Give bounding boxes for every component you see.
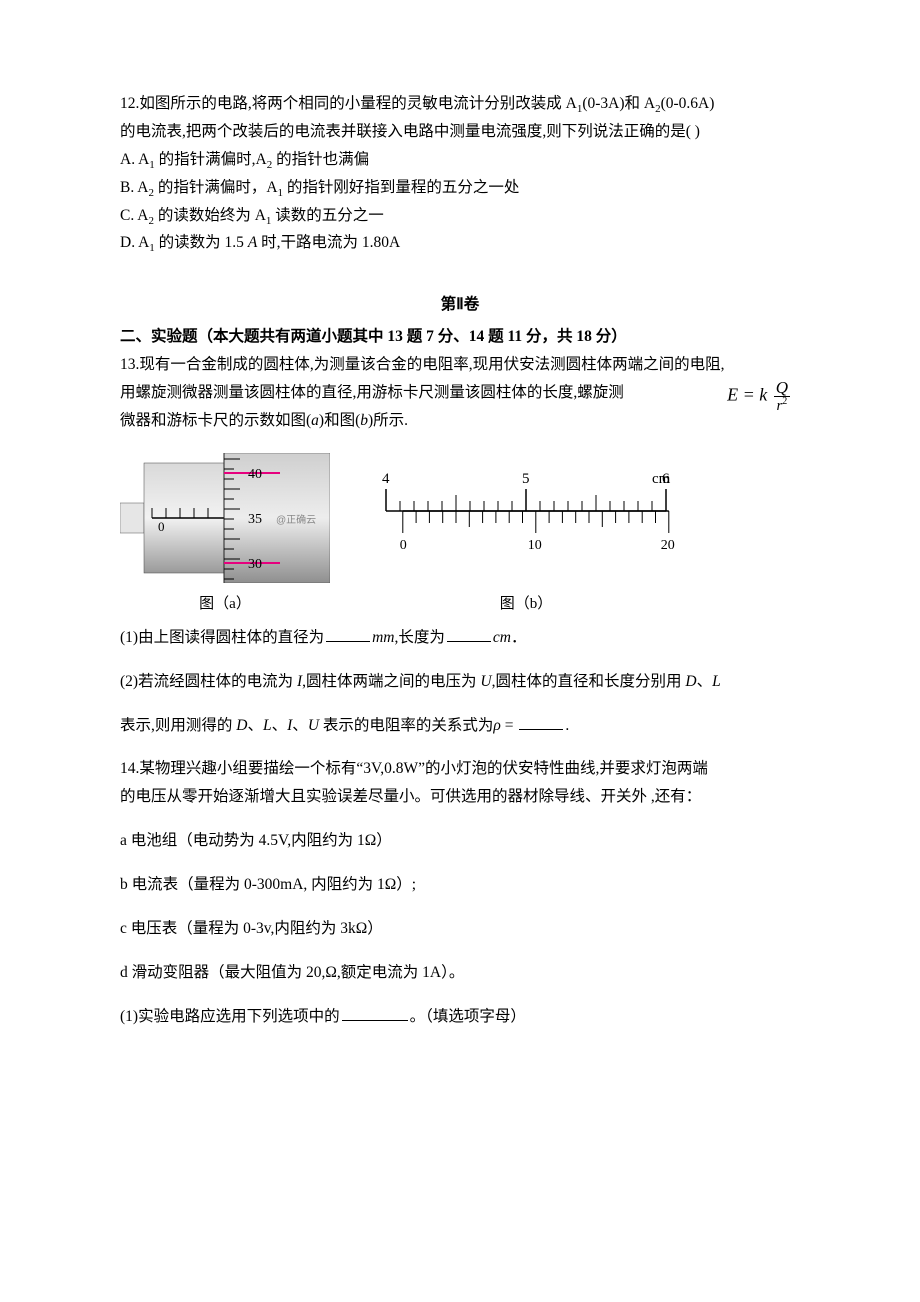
svg-text:0: 0 bbox=[400, 538, 407, 553]
svg-text:10: 10 bbox=[528, 538, 542, 553]
svg-text:40: 40 bbox=[248, 467, 262, 482]
fig-b: 456cm01020 图（b） bbox=[366, 453, 686, 618]
formula-num: Q bbox=[774, 379, 790, 397]
svg-text:20: 20 bbox=[661, 538, 675, 553]
blank-diameter bbox=[326, 625, 370, 642]
q14-line2: 的电压从零开始逐渐增大且实验误差尽量小。可供选用的器材除导线、开关外 ,还有： bbox=[120, 783, 800, 811]
q14-b: b 电流表（量程为 0-300mA, 内阻约为 1Ω）; bbox=[120, 871, 800, 899]
q13-formula: E = k Q r2 bbox=[727, 379, 790, 414]
q14-line1: 14.某物理兴趣小组要描绘一个标有“3V,0.8W”的小灯泡的伏安特性曲线,并要… bbox=[120, 755, 800, 783]
q12-optB: B. A2 的指针满偏时，A1 的指针刚好指到量程的五分之一处 bbox=[120, 174, 800, 202]
svg-text:cm: cm bbox=[652, 471, 671, 487]
q12-line2: 的电流表,把两个改装后的电流表并联接入电路中测量电流强度,则下列说法正确的是( … bbox=[120, 118, 800, 146]
blank-circuit bbox=[342, 1004, 408, 1021]
micrometer-diagram: 0 40 35 30 @正确云 bbox=[120, 453, 330, 583]
q14-sub1: (1)实验电路应选用下列选项中的。（填选项字母） bbox=[120, 1003, 800, 1031]
figB-label: 图（b） bbox=[500, 591, 553, 618]
svg-text:4: 4 bbox=[382, 471, 390, 487]
vernier-diagram: 456cm01020 bbox=[366, 453, 686, 583]
formula-fraction: Q r2 bbox=[774, 379, 790, 414]
svg-text:@正确云: @正确云 bbox=[276, 513, 316, 526]
q13-line2: 用螺旋测微器测量该圆柱体的直径,用游标卡尺测量该圆柱体的长度,螺旋测 bbox=[120, 379, 800, 407]
blank-length bbox=[447, 625, 491, 642]
q13-line1: 13.现有一合金制成的圆柱体,为测量该合金的电阻率,现用伏安法测圆柱体两端之间的… bbox=[120, 351, 800, 379]
q12-line1: 12.如图所示的电路,将两个相同的小量程的灵敏电流计分别改装成 A1(0-3A)… bbox=[120, 90, 800, 118]
q13-sub2-l2: 表示,则用测得的 D、L、I、U 表示的电阻率的关系式为ρ = . bbox=[120, 712, 800, 740]
q13-line3: 微器和游标卡尺的示数如图(a)和图(b)所示. bbox=[120, 407, 800, 435]
q12-optA: A. A1 的指针满偏时,A2 的指针也满偏 bbox=[120, 146, 800, 174]
q14-a: a 电池组（电动势为 4.5V,内阻约为 1Ω） bbox=[120, 827, 800, 855]
svg-text:0: 0 bbox=[158, 519, 165, 534]
q13-sub2-l1: (2)若流经圆柱体的电流为 I,圆柱体两端之间的电压为 U,圆柱体的直径和长度分… bbox=[120, 668, 800, 696]
blank-rho bbox=[519, 713, 563, 730]
q12-stem1b: (0-3A)和 A bbox=[582, 95, 655, 112]
formula-lhs: E = k bbox=[727, 385, 767, 405]
q13-figures: 0403530@正确云 图（a） 456cm01020 图（b） bbox=[120, 453, 800, 618]
q12-optC: C. A2 的读数始终为 A1 读数的五分之一 bbox=[120, 202, 800, 230]
q14-d: d 滑动变阻器（最大阻值为 20,Ω,额定电流为 1A）。 bbox=[120, 959, 800, 987]
figA-label: 图（a） bbox=[199, 591, 251, 618]
fig-a: 0 40 35 30 @正确云 图（a） bbox=[120, 453, 330, 618]
section2-sub: 二、实验题（本大题共有两道小题其中 13 题 7 分、14 题 11 分，共 1… bbox=[120, 323, 800, 351]
formula-den: r2 bbox=[774, 397, 790, 414]
svg-text:35: 35 bbox=[248, 512, 262, 527]
q13-line2-wrap: 用螺旋测微器测量该圆柱体的直径,用游标卡尺测量该圆柱体的长度,螺旋测 E = k… bbox=[120, 379, 800, 407]
q12-optD: D. A1 的读数为 1.5 A 时,干路电流为 1.80A bbox=[120, 229, 800, 257]
q12-stem1c: (0-0.6A) bbox=[661, 95, 715, 112]
q14-c: c 电压表（量程为 0-3v,内阻约为 3kΩ） bbox=[120, 915, 800, 943]
svg-text:30: 30 bbox=[248, 557, 262, 572]
svg-text:5: 5 bbox=[522, 471, 530, 487]
q12-stem1: 12.如图所示的电路,将两个相同的小量程的灵敏电流计分别改装成 A bbox=[120, 95, 577, 112]
q13-sub1: (1)由上图读得圆柱体的直径为mm,长度为cm． bbox=[120, 624, 800, 652]
section2-title: 第Ⅱ卷 bbox=[120, 291, 800, 319]
